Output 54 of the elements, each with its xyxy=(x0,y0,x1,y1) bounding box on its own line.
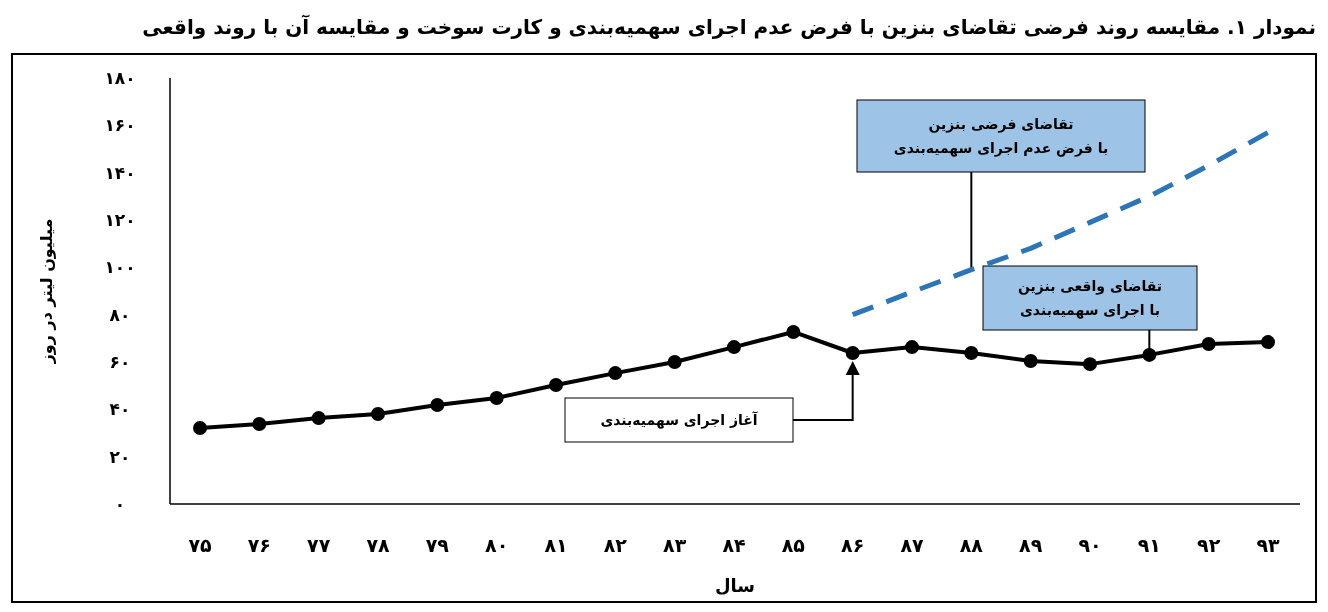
point xyxy=(667,355,682,369)
point xyxy=(311,411,326,426)
x-tick-label: ۸۴ xyxy=(722,534,746,556)
x-tick-label: ۸۰ xyxy=(485,534,509,556)
x-tick-label: ۹۰ xyxy=(1078,534,1102,556)
point xyxy=(430,398,445,413)
x-tick-label: ۸۷ xyxy=(900,534,924,556)
x-tick-label: ۷۷ xyxy=(307,534,331,556)
point xyxy=(549,377,563,392)
point xyxy=(1201,337,1216,352)
point xyxy=(1142,347,1157,362)
point xyxy=(1023,354,1038,369)
x-tick-label: ۹۳ xyxy=(1256,534,1280,556)
x-tick-label: ۸۶ xyxy=(841,534,865,556)
x-tick-label: ۸۹ xyxy=(1019,534,1043,556)
point xyxy=(1261,335,1275,350)
y-tick-label: ۱۴۰ xyxy=(104,162,136,183)
y-tick-label: ۱۸۰ xyxy=(104,68,136,88)
point xyxy=(786,324,801,339)
y-tick-label: ۲۰ xyxy=(109,446,131,467)
point xyxy=(727,340,741,355)
annotation: تقاضای واقعی بنزین با اجرای سهمیه‌بندی xyxy=(1017,278,1163,319)
point xyxy=(371,407,385,422)
point xyxy=(489,390,504,405)
y-tick-label: ۱۶۰ xyxy=(104,115,136,136)
annotation: تقاضای فرضی بنزین با فرض عدم اجرای سهمیه‌بندی xyxy=(893,116,1109,157)
y-tick-label: ۶۰ xyxy=(109,352,131,372)
x-tick-label: ۸۱ xyxy=(544,534,568,556)
point xyxy=(845,346,860,361)
point xyxy=(1083,357,1097,372)
x-tick-label: ۸۲ xyxy=(603,534,628,556)
point xyxy=(608,366,623,381)
y-tick-label: ۰ xyxy=(114,494,126,514)
point xyxy=(252,417,267,432)
x-tick-label: ۷۶ xyxy=(247,534,271,556)
point xyxy=(905,340,919,355)
x-tick-label: ۷۹ xyxy=(425,534,450,556)
annotation: آغاز اجرای سهمیه‌بندی xyxy=(600,411,759,429)
x-tick-label: ۷۵ xyxy=(188,534,212,556)
x-axis-title: سال xyxy=(714,575,756,596)
y-tick-label: ۱۰۰ xyxy=(104,257,136,278)
y-tick-label: ۸۰ xyxy=(109,304,131,325)
x-tick-label: ۸۵ xyxy=(781,534,806,556)
x-tick-label: ۹۲ xyxy=(1197,534,1221,556)
x-tick-label: ۹۱ xyxy=(1137,534,1161,556)
x-tick-label: ۷۸ xyxy=(366,534,390,556)
y-axis-title: میلیون لیتر در روز xyxy=(37,218,56,365)
point xyxy=(193,421,207,436)
y-tick-label: ۱۲۰ xyxy=(104,210,136,230)
chart-title: نمودار ۱. مقایسه روند فرضی تقاضای بنزین با فرض عدم اجرای سهمیه‌بندی و کارت سوخت و مقایسه آن با روند واقعی xyxy=(142,14,1316,39)
point xyxy=(964,346,979,361)
x-tick-label: ۸۳ xyxy=(663,534,687,556)
x-tick-label: ۸۸ xyxy=(959,534,984,556)
y-tick-label: ۴۰ xyxy=(109,399,131,420)
